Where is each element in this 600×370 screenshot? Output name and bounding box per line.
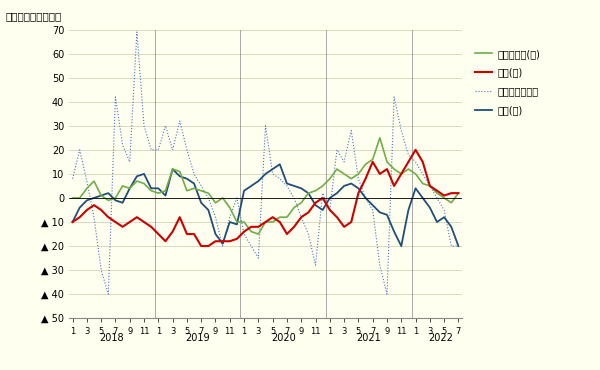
Text: 2020: 2020 [271, 333, 296, 343]
Text: 2021: 2021 [357, 333, 382, 343]
Text: 2022: 2022 [428, 333, 453, 343]
Text: 2019: 2019 [185, 333, 210, 343]
Text: 2018: 2018 [100, 333, 124, 343]
Legend: 分譲一戸建(緯), 貸家(赤), 分譲マンション, 持家(青): 分譲一戸建(緯), 貸家(赤), 分譲マンション, 持家(青) [475, 49, 540, 115]
Text: （前年同月比、％）: （前年同月比、％） [6, 11, 62, 21]
